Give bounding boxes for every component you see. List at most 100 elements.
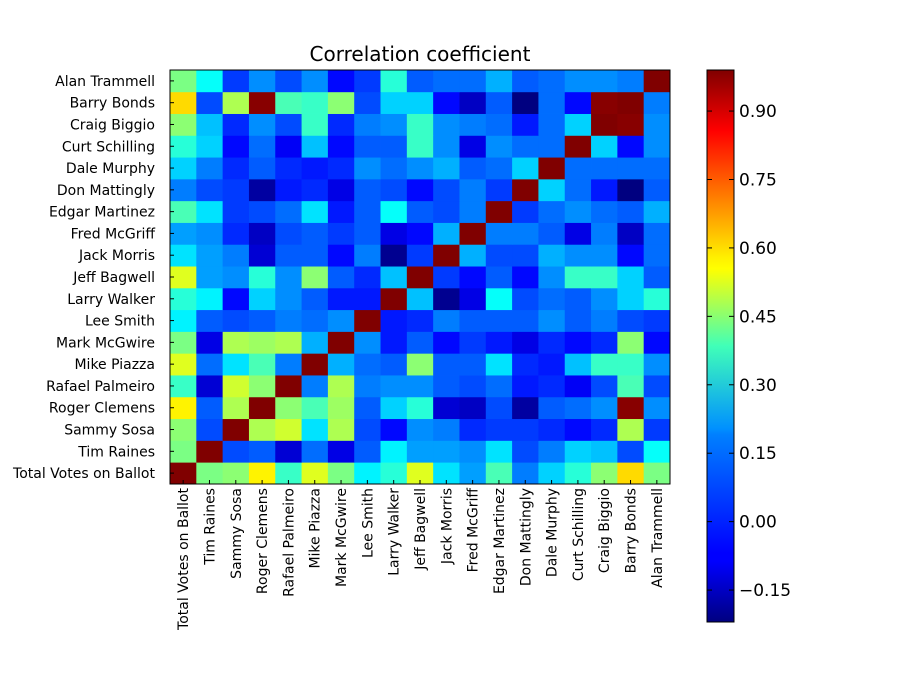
heatmap-cell [354,244,381,267]
heatmap-cell [459,266,487,289]
x-tick-label: Lee Smith [360,488,376,558]
heatmap-cell [617,287,645,311]
x-tick-label: Roger Clemens [255,488,271,594]
heatmap-cell [591,287,618,311]
heatmap-cell [380,113,408,136]
heatmap-cell [538,91,566,114]
x-tick-label: Mike Piazza [308,488,324,569]
heatmap-cell [327,396,355,420]
heatmap-cell [617,244,645,267]
heatmap-cell [617,309,645,332]
heatmap-cell [170,287,197,311]
heatmap-cell [643,396,671,420]
heatmap-cell [354,331,381,354]
heatmap-cell [354,287,381,311]
y-tick-label: Larry Walker [67,292,155,308]
heatmap-cell [617,396,645,420]
heatmap-cell [591,375,618,398]
heatmap-cell [485,222,513,245]
heatmap-cell [354,309,381,332]
heatmap-cell [170,266,197,289]
colorbar-tick-label: −0.15 [739,581,791,601]
heatmap-cell [591,200,618,223]
heatmap-cell [459,91,487,114]
heatmap-cell [459,375,487,398]
heatmap-cell [643,353,671,376]
heatmap-cell [301,418,329,441]
heatmap-cell [433,91,460,114]
heatmap-cell [433,418,460,441]
heatmap-cell [301,70,329,93]
heatmap-cell [643,266,671,289]
heatmap-cell [459,200,487,223]
heatmap-cell [327,353,355,376]
y-tick-label: Edgar Martinez [49,205,155,221]
heatmap-cell [248,418,276,441]
heatmap-cell [512,178,539,202]
heatmap-cell [196,440,224,463]
heatmap-cell [433,157,460,180]
heatmap-cell [512,309,539,332]
heatmap-cell [170,418,197,441]
heatmap-cell [512,375,539,398]
heatmap-cell [327,157,355,180]
heatmap-cell [248,91,276,114]
y-tick-label: Roger Clemens [49,401,155,417]
heatmap-cell [564,396,592,420]
heatmap-cell [564,135,592,158]
heatmap-cell [222,91,250,114]
heatmap-cell [301,91,329,114]
heatmap-cell [512,462,539,485]
heatmap-cell [248,266,276,289]
heatmap-cell [170,440,197,463]
x-tick-label: Larry Walker [387,488,403,576]
y-tick-label: Mike Piazza [74,357,155,373]
heatmap-cell [196,70,224,93]
heatmap-cell [275,309,302,332]
heatmap-cell [222,418,250,441]
heatmap-cell [380,287,408,311]
heatmap-cell [459,440,487,463]
heatmap-cell [170,91,197,114]
heatmap-cell [459,135,487,158]
heatmap-cell [406,200,434,223]
heatmap-cell [433,287,460,311]
heatmap-cell [380,375,408,398]
heatmap-cell [327,440,355,463]
heatmap-cell [512,353,539,376]
heatmap-cell [380,462,408,485]
heatmap-cell [643,244,671,267]
heatmap-cell [564,222,592,245]
x-tick-label: Curt Schilling [571,488,587,581]
heatmap-cell [222,178,250,202]
heatmap-cell [538,462,566,485]
heatmap-cell [564,266,592,289]
heatmap-cell [301,353,329,376]
heatmap-cell [512,440,539,463]
heatmap-cell [485,266,513,289]
heatmap-cell [170,70,197,93]
heatmap-cell [406,178,434,202]
heatmap-cell [591,396,618,420]
heatmap-cell [354,440,381,463]
heatmap-cell [564,157,592,180]
heatmap-cell [591,244,618,267]
heatmap-cell [485,287,513,311]
heatmap-cell [538,309,566,332]
heatmap-cell [485,135,513,158]
heatmap-cell [485,440,513,463]
heatmap-cell [538,70,566,93]
heatmap-cell [459,396,487,420]
heatmap-cell [433,200,460,223]
heatmap-cell [301,200,329,223]
heatmap-cell [196,266,224,289]
heatmap-cell [617,178,645,202]
heatmap-cell [512,287,539,311]
heatmap-cell [248,70,276,93]
heatmap-cell [617,91,645,114]
heatmap-cell [327,91,355,114]
heatmap-cell [643,70,671,93]
heatmap-cell [591,135,618,158]
heatmap-cell [591,157,618,180]
heatmap-cell [301,375,329,398]
